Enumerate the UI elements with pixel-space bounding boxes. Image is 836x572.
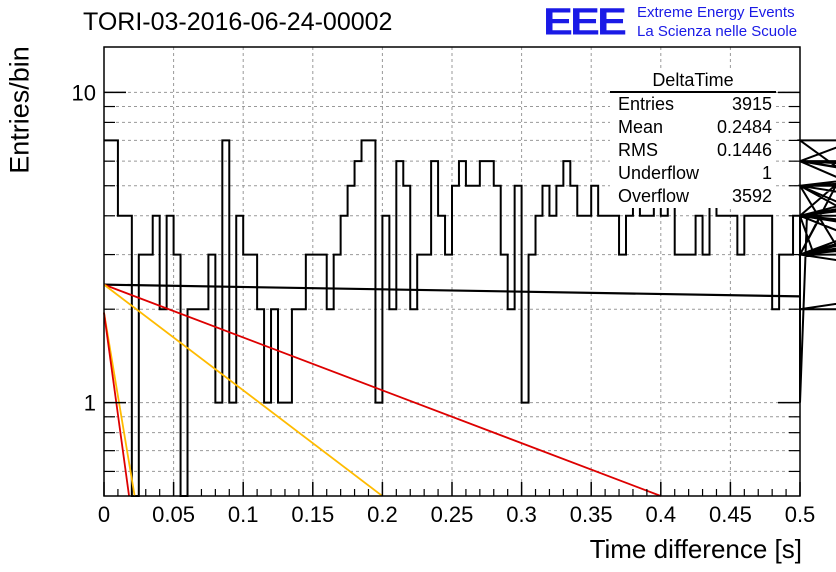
x-tick-label: 0.4 xyxy=(646,502,677,527)
stats-row-entries: Entries 3915 xyxy=(610,93,776,116)
stats-value: 3592 xyxy=(731,186,772,206)
x-tick-label: 0.05 xyxy=(152,502,195,527)
x-tick-label: 0.3 xyxy=(506,502,537,527)
x-tick-label: 0.2 xyxy=(367,502,398,527)
stats-label: Entries xyxy=(618,94,675,114)
x-tick-label: 0 xyxy=(98,502,110,527)
stats-value: 0.1446 xyxy=(716,140,772,160)
fit-lines xyxy=(103,283,801,497)
eee-logo: EEE xyxy=(543,0,627,43)
stats-row-rms: RMS 0.1446 xyxy=(610,139,776,162)
stats-row-overflow: Overflow 3592 xyxy=(610,185,776,208)
fit-line-3 xyxy=(103,312,136,497)
x-tick-label: 0.25 xyxy=(431,502,474,527)
logo-caption-line-1: Extreme Energy Events xyxy=(637,4,795,21)
logo-caption: Extreme Energy Events La Scienza nelle S… xyxy=(637,3,797,41)
x-tick-label: 0.5 xyxy=(785,502,816,527)
stats-value: 1 xyxy=(761,163,772,183)
stats-label: Mean xyxy=(618,117,664,137)
stats-label: Underflow xyxy=(618,163,700,183)
logo-caption-line-2: La Scienza nelle Scuole xyxy=(637,23,798,40)
stats-title: DeltaTime xyxy=(610,70,776,93)
axis-ticks: 0 0.05 0.1 0.15 0.2 0.25 0.3 0.35 0.4 0.45 0.5 1 10 xyxy=(72,80,816,527)
stats-row-mean: Mean 0.2484 xyxy=(610,116,776,139)
x-tick-label: 0.45 xyxy=(709,502,752,527)
fit-line-1 xyxy=(103,283,662,497)
stats-box: DeltaTime Entries 3915 Mean 0.2484 RMS 0.1446… xyxy=(610,70,776,208)
x-axis-label: Time difference [s] xyxy=(589,534,802,564)
stats-value: 3915 xyxy=(731,94,772,114)
y-tick-label: 1 xyxy=(84,391,96,416)
stats-label: RMS xyxy=(618,140,658,160)
fit-line-2 xyxy=(103,283,383,497)
x-tick-label: 0.35 xyxy=(570,502,613,527)
x-tick-label: 0.1 xyxy=(228,502,259,527)
y-tick-label: 10 xyxy=(72,80,96,105)
stats-value: 0.2484 xyxy=(716,117,772,137)
x-tick-label: 0.15 xyxy=(291,502,334,527)
plot-title: TORI-03-2016-06-24-00002 xyxy=(83,8,393,36)
stats-label: Overflow xyxy=(618,186,690,206)
stats-row-underflow: Underflow 1 xyxy=(610,162,776,185)
y-axis-label: Entries/bin xyxy=(4,46,35,174)
fit-line-0 xyxy=(103,283,801,298)
fit-line-4 xyxy=(103,312,130,497)
